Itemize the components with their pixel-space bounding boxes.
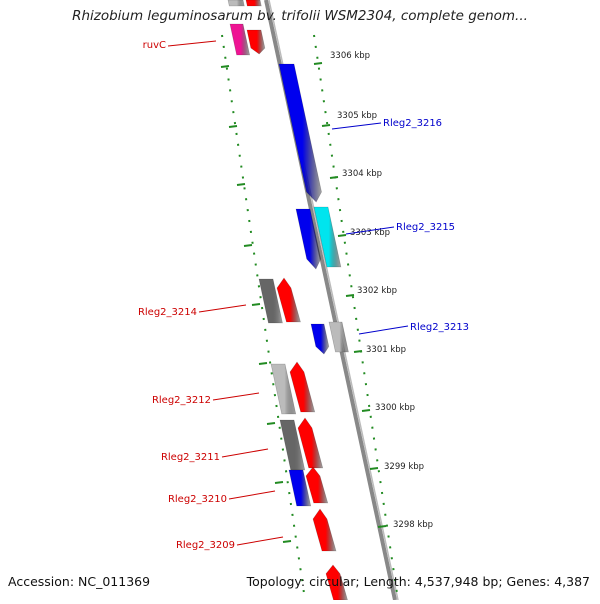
gene-label: Rleg2_3213	[410, 322, 469, 333]
ruler-tick-label: 3303 kbp	[350, 228, 390, 238]
ruler-tick-left	[282, 540, 292, 543]
gene-block-forward	[312, 508, 337, 552]
ruler-tick-label: 3304 kbp	[342, 169, 382, 179]
ruler-tick-right	[377, 525, 387, 528]
ruler-tick-right	[329, 176, 339, 179]
gene-block-pseudo	[258, 278, 283, 324]
gene-label-leader	[228, 490, 276, 500]
gene-block-reverse	[295, 208, 322, 270]
gene-block-light	[227, 0, 245, 7]
gene-block-magenta	[229, 23, 251, 56]
gene-label-leader	[345, 226, 395, 235]
ruler-tick-label: 3298 kbp	[393, 520, 433, 530]
gene-label-leader	[331, 122, 382, 130]
ruler-tick-right	[353, 350, 363, 353]
ruler-tick-left	[243, 244, 253, 247]
ruler-tick-label: 3300 kbp	[375, 403, 415, 413]
gene-label: Rleg2_3216	[383, 118, 442, 129]
gene-label: Rleg2_3212	[152, 395, 211, 406]
gene-block-forward	[246, 29, 266, 55]
gene-block-forward	[245, 0, 262, 7]
ruler-tick-left	[228, 125, 238, 128]
ruler-tick-right	[337, 234, 347, 237]
accession-text: Accession: NC_011369	[8, 574, 151, 589]
gene-block-forward	[289, 361, 316, 413]
ruler-tick-left	[274, 481, 284, 484]
gene-label-leader	[212, 392, 260, 401]
gene-block-pseudo-light	[270, 363, 297, 415]
ruler-tick-label: 3302 kbp	[357, 286, 397, 296]
gene-label-leader	[358, 325, 409, 335]
ruler-tick-label: 3299 kbp	[384, 462, 424, 472]
ruler-tick-left	[266, 422, 276, 425]
gene-label-leader	[221, 448, 269, 458]
gene-block-reverse	[310, 323, 330, 355]
gene-label: ruvC	[143, 40, 166, 51]
ruler-tick-left	[251, 303, 261, 306]
ruler-tick-left	[236, 183, 246, 186]
gene-block-forward	[305, 466, 329, 504]
ruler-tick-right	[345, 294, 355, 297]
genome-summary-text: Topology: circular; Length: 4,537,948 bp…	[246, 574, 590, 589]
gene-block-rna	[313, 206, 342, 268]
ruler-tick-left	[258, 362, 268, 365]
gene-block-forward	[276, 277, 301, 323]
ruler-tick-left	[220, 65, 230, 68]
gene-block-forward	[297, 417, 324, 469]
gene-label: Rleg2_3209	[176, 540, 235, 551]
gene-label: Rleg2_3211	[161, 452, 220, 463]
gene-label: Rleg2_3215	[396, 222, 455, 233]
gene-label-leader	[198, 304, 247, 313]
gene-block-reverse	[278, 63, 322, 203]
gene-label-leader	[167, 40, 217, 47]
ruler-tick-right	[369, 467, 379, 470]
ruler-tick-right	[361, 409, 371, 412]
map-title: Rhizobium leguminosarum bv. trifolii WSM…	[72, 8, 528, 24]
backbone-band	[213, 0, 397, 600]
gene-label: Rleg2_3210	[168, 494, 227, 505]
gene-block-pseudo-light	[328, 321, 349, 353]
gene-label-leader	[236, 536, 284, 546]
ruler-tick-label: 3306 kbp	[330, 51, 370, 61]
gene-label: Rleg2_3214	[138, 307, 197, 318]
ruler-tick-right	[321, 124, 331, 127]
ruler-tick-right	[313, 62, 323, 65]
ruler-tick-label: 3301 kbp	[366, 345, 406, 355]
gene-block-reverse	[288, 469, 312, 507]
ruler-tick-label: 3305 kbp	[337, 111, 377, 121]
gene-block-pseudo	[279, 419, 306, 471]
